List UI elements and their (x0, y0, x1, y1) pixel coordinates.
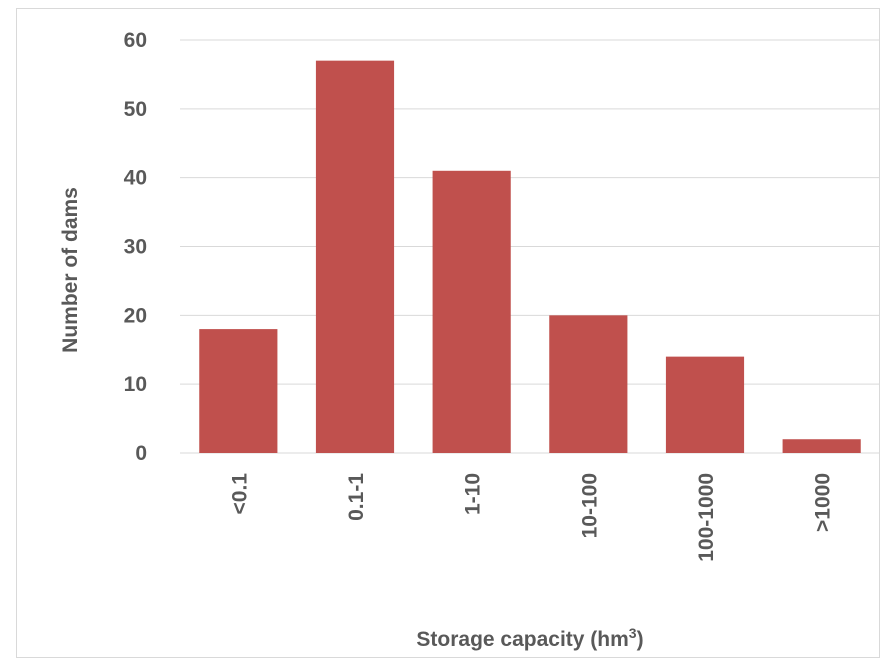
x-axis-title-close: ) (637, 628, 644, 651)
x-tick-label: 0.1-1 (345, 473, 368, 521)
x-axis-title-superscript: 3 (629, 625, 637, 641)
x-axis-title: Storage capacity (hm3) (416, 625, 643, 651)
y-tick-labels: 0 10 20 30 40 50 60 (124, 29, 147, 465)
x-tick-label: 100-1000 (695, 473, 718, 562)
y-tick-label: 30 (124, 236, 147, 259)
bar (665, 356, 745, 453)
x-tick-label: <0.1 (228, 473, 251, 515)
y-tick-label: 10 (124, 373, 147, 396)
y-tick-label: 50 (124, 98, 147, 121)
x-tick-label: >1000 (812, 473, 835, 532)
x-tick-labels: <0.1 0.1-1 1-10 10-100 100-1000 >1000 (228, 473, 834, 562)
bar (549, 315, 628, 453)
bar (199, 329, 278, 453)
x-axis-title-main: Storage capacity (hm (416, 628, 628, 651)
y-tick-label: 0 (135, 442, 147, 465)
bar (432, 170, 511, 454)
y-tick-label: 40 (124, 167, 147, 190)
bar (782, 439, 861, 453)
bars (199, 60, 861, 454)
y-tick-label: 20 (124, 304, 147, 327)
x-tick-label: 10-100 (578, 473, 601, 538)
y-axis-title: Number of dams (59, 187, 82, 353)
bar (315, 60, 395, 454)
gridlines (180, 39, 880, 454)
x-tick-label: 1-10 (462, 473, 485, 515)
y-tick-label: 60 (124, 29, 147, 52)
